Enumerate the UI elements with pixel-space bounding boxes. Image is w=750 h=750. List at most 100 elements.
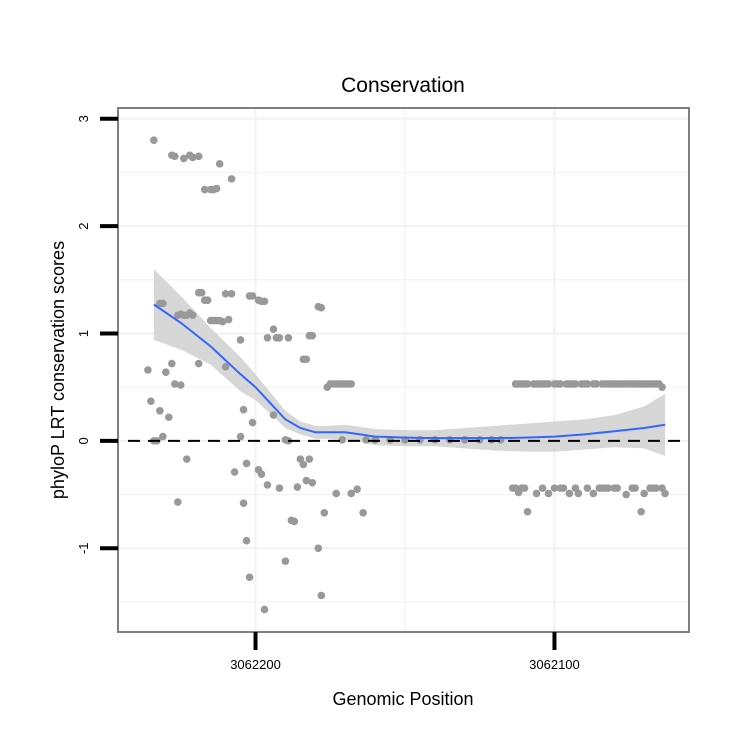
data-point [230, 468, 239, 476]
data-point [565, 489, 574, 498]
data-point [218, 317, 227, 326]
data-point [260, 605, 269, 614]
data-point [221, 362, 230, 371]
y-tick-label: 2 [76, 222, 91, 229]
data-point [173, 498, 182, 506]
data-point [263, 481, 272, 489]
data-point [242, 536, 251, 545]
data-point [290, 517, 299, 526]
data-point [359, 509, 367, 517]
data-point [353, 485, 361, 493]
data-point [200, 185, 209, 194]
data-point [532, 489, 541, 498]
data-point [171, 152, 179, 161]
data-point [275, 484, 284, 492]
data-point [592, 380, 601, 388]
data-point [284, 333, 293, 342]
data-point [571, 380, 580, 388]
data-point [613, 484, 622, 492]
data-point [281, 557, 290, 565]
data-point [171, 380, 179, 388]
data-point [263, 333, 272, 342]
data-point [604, 484, 613, 492]
data-point [179, 154, 188, 163]
data-point [245, 573, 254, 582]
data-point [314, 544, 323, 553]
data-point [176, 381, 185, 389]
data-point [275, 333, 284, 342]
data-point [165, 413, 173, 422]
x-axis-label: Genomic Position [332, 689, 473, 709]
data-point [347, 380, 355, 388]
data-point [194, 152, 203, 161]
data-point [347, 489, 355, 498]
data-point [182, 455, 191, 463]
data-point [203, 296, 212, 305]
data-point [317, 591, 326, 600]
data-point [305, 455, 314, 463]
data-point [188, 153, 197, 162]
y-tick-label: -1 [76, 542, 91, 554]
data-point [162, 368, 170, 376]
data-point [544, 489, 553, 498]
data-point [556, 380, 565, 388]
data-point [197, 288, 206, 297]
data-point [460, 435, 469, 444]
data-point [302, 476, 311, 485]
data-point [640, 489, 648, 498]
data-point [320, 509, 329, 517]
y-tick-label: 1 [76, 330, 91, 337]
data-point [212, 184, 221, 193]
data-point [150, 136, 158, 145]
data-point [147, 397, 155, 405]
y-tick-label: 3 [76, 115, 91, 122]
data-point [487, 435, 496, 444]
data-point [520, 484, 529, 492]
data-point [338, 435, 347, 444]
data-point [583, 380, 592, 388]
data-point [236, 432, 245, 441]
plot-border [117, 107, 690, 633]
confidence-band-layer [153, 269, 666, 456]
data-point [239, 405, 248, 414]
data-point [550, 484, 559, 492]
x-tick-label: 3062100 [529, 657, 580, 672]
smooth-line-layer [153, 303, 666, 440]
data-point [661, 489, 669, 498]
data-point [302, 355, 311, 364]
data-point [308, 478, 317, 487]
data-point [523, 380, 532, 388]
smooth-line [153, 303, 666, 440]
data-point [475, 435, 484, 444]
confidence-band [153, 269, 666, 456]
data-point [188, 311, 197, 320]
data-point [622, 490, 631, 499]
data-point [236, 336, 245, 344]
data-point [239, 499, 248, 507]
data-point [544, 380, 553, 388]
grid-lines [118, 108, 689, 632]
data-point [242, 459, 251, 468]
data-point [248, 292, 257, 300]
data-point [227, 289, 236, 298]
axis-ticks: -1 0 1 2 3 3062200 3062100 [76, 115, 580, 672]
plot-panel [118, 108, 689, 632]
data-point [658, 383, 666, 391]
data-point [224, 315, 233, 324]
data-points [144, 136, 669, 614]
chart-title: Conservation [341, 74, 465, 97]
data-point [269, 411, 278, 419]
data-point [159, 299, 167, 308]
data-point [431, 435, 439, 444]
data-point [538, 484, 547, 492]
data-point [144, 366, 152, 374]
data-point [159, 432, 167, 441]
data-point [269, 325, 278, 333]
data-point [559, 484, 568, 492]
data-point [362, 435, 370, 444]
data-point [589, 489, 598, 498]
data-point [299, 460, 308, 469]
data-point [227, 175, 236, 183]
data-point [221, 289, 230, 298]
